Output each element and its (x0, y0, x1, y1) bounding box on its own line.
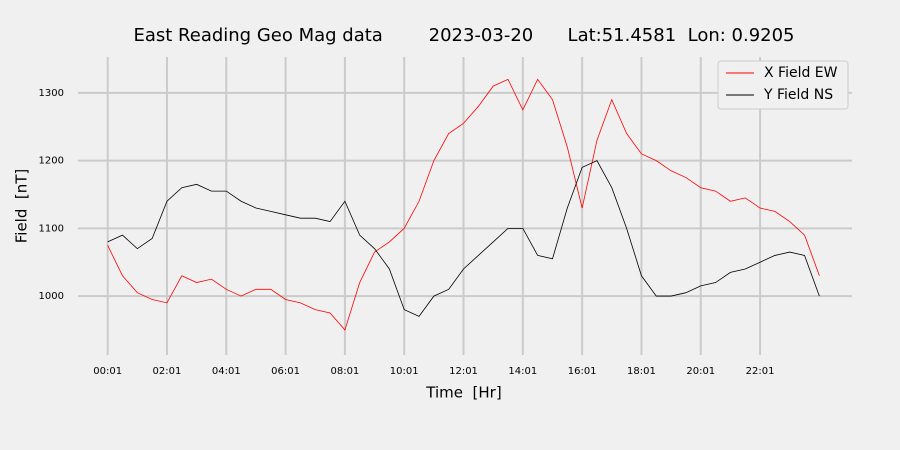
x-axis-label: Time [Hr] (425, 384, 501, 402)
y-tick-label: 1200 (39, 156, 64, 167)
legend-label: Y Field NS (763, 87, 833, 103)
x-tick-label: 02:01 (153, 366, 182, 377)
x-tick-label: 14:01 (508, 366, 537, 377)
x-tick-label: 12:01 (449, 366, 478, 377)
legend-label: X Field EW (764, 65, 838, 81)
grid: 1000 1100 1200 1300 00:01 02:01 04:01 06:01 08:0… (39, 57, 852, 377)
chart-title: East Reading Geo Mag data 2023-03-20 Lat… (133, 25, 794, 46)
x-tick-label: 08:01 (330, 366, 359, 377)
lines (107, 78, 820, 331)
x-tick-label: 04:01 (212, 366, 241, 377)
x-tick-label: 16:01 (568, 366, 597, 377)
x-tick-label: 20:01 (686, 366, 715, 377)
data-line (107, 160, 820, 317)
x-tick-label: 10:01 (390, 366, 419, 377)
y-tick-label: 1000 (39, 291, 64, 302)
x-tick-label: 18:01 (627, 366, 656, 377)
y-tick-label: 1100 (39, 223, 64, 234)
data-line (107, 78, 820, 331)
legend: X Field EW Y Field NS (717, 60, 849, 110)
x-tick-label: 22:01 (746, 366, 775, 377)
x-tick-label: 00:01 (93, 366, 122, 377)
x-tick-label: 06:01 (271, 366, 300, 377)
y-axis-label: Field [nT] (13, 169, 31, 244)
y-tick-label: 1300 (39, 88, 64, 99)
